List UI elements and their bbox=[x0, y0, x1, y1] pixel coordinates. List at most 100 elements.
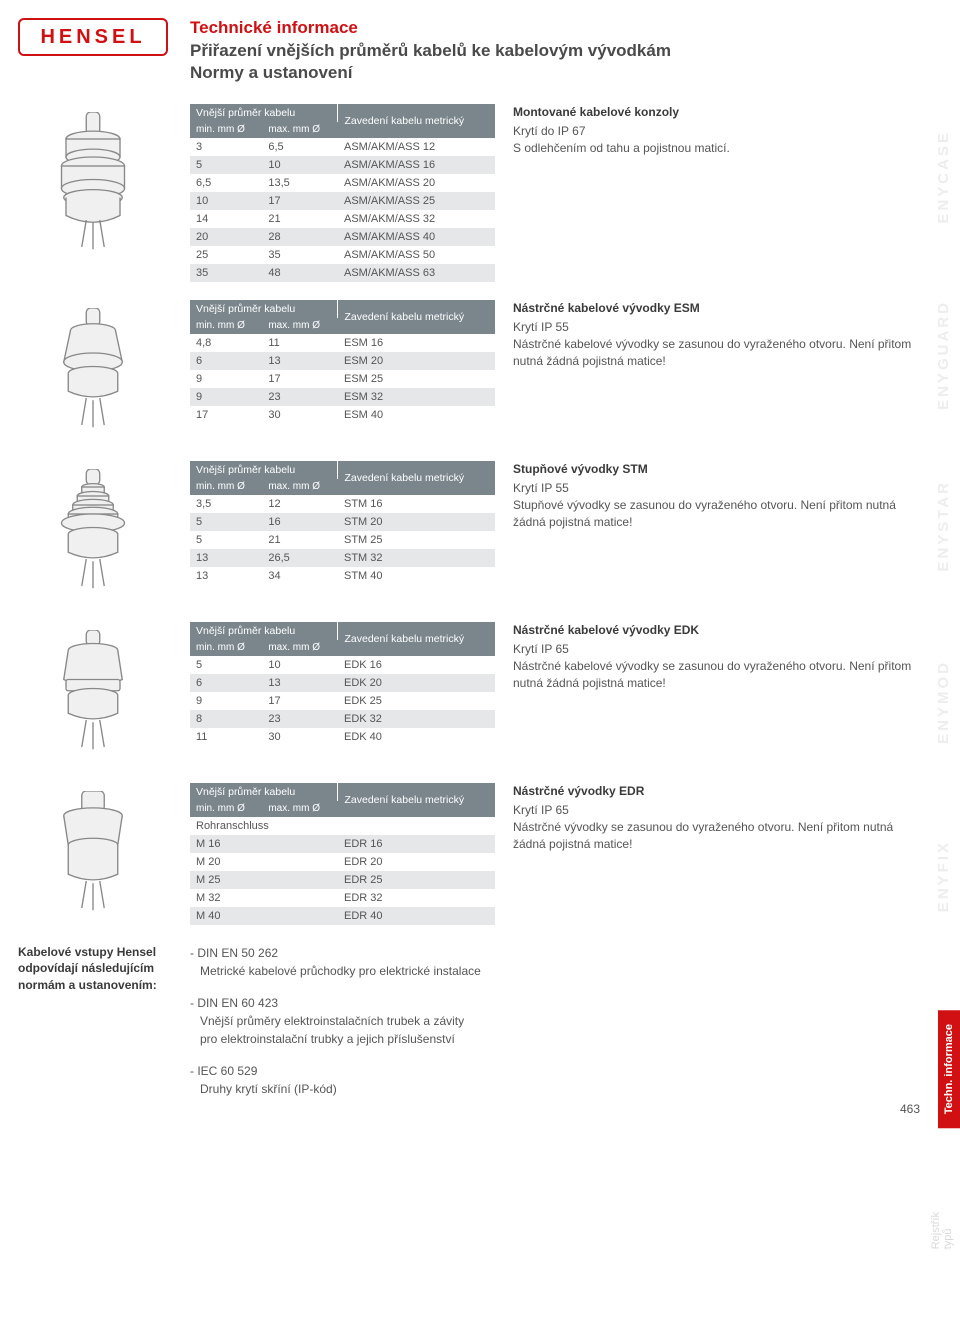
table-cell: 20 bbox=[190, 228, 262, 246]
table-cell: 4,8 bbox=[190, 334, 262, 352]
table-stm: Vnější průměr kabeluZavedení kabelu metr… bbox=[190, 461, 495, 585]
th-min: min. mm Ø bbox=[190, 479, 262, 495]
table-cell: 9 bbox=[190, 370, 262, 388]
table-row: 823EDK 32 bbox=[190, 710, 495, 728]
side-tab-techinfo: Techn. informace bbox=[938, 1010, 960, 1128]
table-cell: STM 16 bbox=[338, 495, 495, 513]
table-cell: 12 bbox=[262, 495, 338, 513]
table-cell: EDK 16 bbox=[338, 656, 495, 674]
table-cell: 23 bbox=[262, 388, 338, 406]
table-row: 1326,5STM 32 bbox=[190, 549, 495, 567]
table-row: 3548ASM/AKM/ASS 63 bbox=[190, 264, 495, 282]
table-cell: 3 bbox=[190, 138, 262, 156]
table-row: 510EDK 16 bbox=[190, 656, 495, 674]
desc-line: Krytí IP 55 bbox=[513, 480, 920, 497]
table-row: 1421ASM/AKM/ASS 32 bbox=[190, 210, 495, 228]
th-max: max. mm Ø bbox=[262, 479, 338, 495]
table-cell: 21 bbox=[262, 210, 338, 228]
gland-illustration-edr bbox=[18, 783, 168, 926]
table-cell: 5 bbox=[190, 156, 262, 174]
table-cell: ESM 25 bbox=[338, 370, 495, 388]
subtitle-line2: Normy a ustanovení bbox=[190, 63, 353, 82]
table-cell: STM 32 bbox=[338, 549, 495, 567]
subtitle-line1: Přiřazení vnějších průměrů kabelů ke kab… bbox=[190, 41, 671, 60]
th-outer: Vnější průměr kabelu bbox=[190, 622, 338, 640]
gland-illustration-esm bbox=[18, 300, 168, 443]
table-cell: 11 bbox=[262, 334, 338, 352]
table-cell: 5 bbox=[190, 531, 262, 549]
desc-title: Nástrčné kabelové vývodky ESM bbox=[513, 300, 920, 317]
table-row: 516STM 20 bbox=[190, 513, 495, 531]
th-entry: Zavedení kabelu metrický bbox=[338, 300, 495, 334]
table-cell: ASM/AKM/ASS 20 bbox=[338, 174, 495, 192]
watermark: ENYGUARD bbox=[935, 300, 952, 410]
norm-desc: Vnější průměry elektroinstalačních trube… bbox=[190, 1012, 920, 1030]
table-cell: ASM/AKM/ASS 32 bbox=[338, 210, 495, 228]
table-cell: M 16 bbox=[190, 835, 338, 853]
table-cell: 35 bbox=[262, 246, 338, 264]
desc-title: Nástrčné kabelové vývodky EDK bbox=[513, 622, 920, 639]
table-cell: 48 bbox=[262, 264, 338, 282]
th-outer: Vnější průměr kabelu bbox=[190, 783, 338, 801]
desc-line: Krytí IP 55 bbox=[513, 319, 920, 336]
table-cell: EDR 16 bbox=[338, 835, 495, 853]
watermark: ENYFIX bbox=[935, 840, 952, 912]
desc-line: Nástrčné kabelové vývodky se zasunou do … bbox=[513, 658, 920, 693]
th-outer: Vnější průměr kabelu bbox=[190, 300, 338, 318]
subheader: Rohranschluss bbox=[190, 817, 338, 835]
table-row: M 40EDR 40 bbox=[190, 907, 495, 925]
desc-title: Nástrčné vývodky EDR bbox=[513, 783, 920, 800]
table-edk: Vnější průměr kabeluZavedení kabelu metr… bbox=[190, 622, 495, 746]
th-min: min. mm Ø bbox=[190, 801, 262, 817]
brand-logo: HENSEL bbox=[18, 18, 168, 56]
table-row: 1334STM 40 bbox=[190, 567, 495, 585]
table-cell: EDR 25 bbox=[338, 871, 495, 889]
table-cell: M 32 bbox=[190, 889, 338, 907]
table-cell: 21 bbox=[262, 531, 338, 549]
gland-illustration-stm bbox=[18, 461, 168, 604]
table-row: M 25EDR 25 bbox=[190, 871, 495, 889]
table-cell: 13 bbox=[190, 549, 262, 567]
table-row: 521STM 25 bbox=[190, 531, 495, 549]
desc-title: Montované kabelové konzoly bbox=[513, 104, 920, 121]
table-row: 4,811ESM 16 bbox=[190, 334, 495, 352]
desc-line: Krytí IP 65 bbox=[513, 641, 920, 658]
table-cell: ESM 40 bbox=[338, 406, 495, 424]
table-cell: ASM/AKM/ASS 25 bbox=[338, 192, 495, 210]
table-cell: 17 bbox=[262, 370, 338, 388]
table-cell: 35 bbox=[190, 264, 262, 282]
desc-line: Nástrčné vývodky se zasunou do vyraženéh… bbox=[513, 819, 920, 854]
table-cell: 5 bbox=[190, 513, 262, 531]
th-min: min. mm Ø bbox=[190, 318, 262, 334]
table-row: 613EDK 20 bbox=[190, 674, 495, 692]
th-entry: Zavedení kabelu metrický bbox=[338, 783, 495, 817]
table-cell: STM 20 bbox=[338, 513, 495, 531]
table-row: 613ESM 20 bbox=[190, 352, 495, 370]
watermark: ENYCASE bbox=[935, 130, 952, 224]
table-cell: M 40 bbox=[190, 907, 338, 925]
table-cell: 25 bbox=[190, 246, 262, 264]
table-cell: 9 bbox=[190, 388, 262, 406]
table-cell: ESM 16 bbox=[338, 334, 495, 352]
desc-line: Nástrčné kabelové vývodky se zasunou do … bbox=[513, 336, 920, 371]
table-cell: 17 bbox=[262, 192, 338, 210]
norm-desc: Metrické kabelové průchodky pro elektric… bbox=[190, 962, 920, 980]
desc-line: S odlehčením od tahu a pojistnou maticí. bbox=[513, 140, 920, 157]
page-title: Technické informace bbox=[190, 18, 920, 38]
table-cell: 10 bbox=[190, 192, 262, 210]
page-subtitle: Přiřazení vnějších průměrů kabelů ke kab… bbox=[190, 40, 920, 84]
table-cell: 5 bbox=[190, 656, 262, 674]
table-cell: EDK 20 bbox=[338, 674, 495, 692]
gland-illustration-asm bbox=[18, 104, 168, 258]
table-cell: 14 bbox=[190, 210, 262, 228]
table-cell: EDK 32 bbox=[338, 710, 495, 728]
table-row: M 16EDR 16 bbox=[190, 835, 495, 853]
th-max: max. mm Ø bbox=[262, 122, 338, 138]
desc-title: Stupňové vývodky STM bbox=[513, 461, 920, 478]
table-cell: ESM 20 bbox=[338, 352, 495, 370]
table-cell: EDK 25 bbox=[338, 692, 495, 710]
table-cell: EDK 40 bbox=[338, 728, 495, 746]
th-max: max. mm Ø bbox=[262, 801, 338, 817]
table-cell: EDR 32 bbox=[338, 889, 495, 907]
table-cell: 13,5 bbox=[262, 174, 338, 192]
